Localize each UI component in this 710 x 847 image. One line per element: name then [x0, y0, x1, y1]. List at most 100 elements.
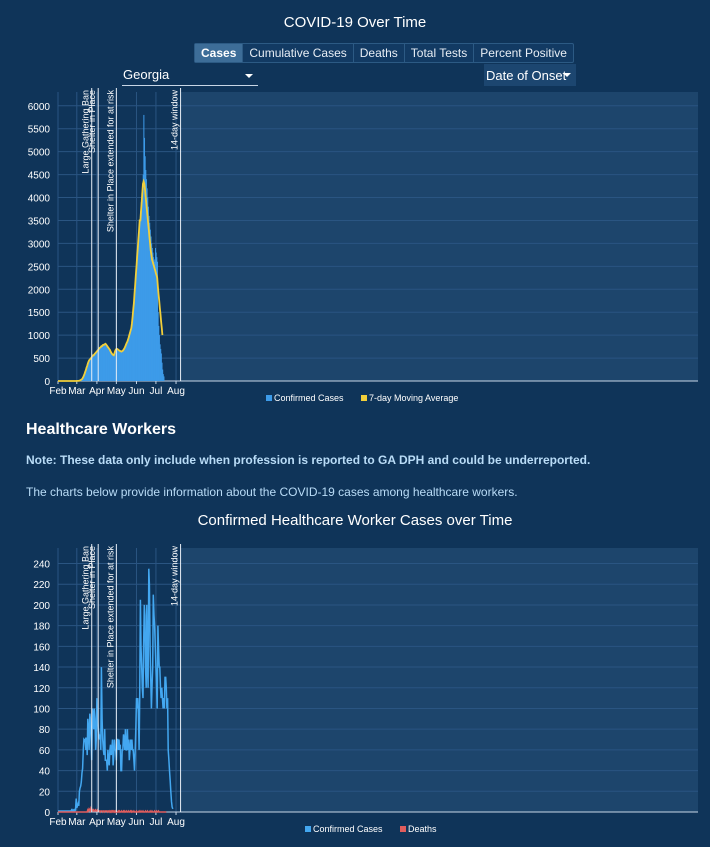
bar — [129, 332, 131, 381]
bar — [89, 359, 91, 381]
bar — [113, 355, 115, 381]
tab-deaths[interactable]: Deaths — [354, 44, 405, 62]
bar — [162, 369, 164, 381]
bar — [131, 323, 133, 381]
window-shade — [180, 92, 698, 381]
bar — [99, 347, 101, 381]
bar — [114, 353, 116, 381]
bar — [85, 369, 87, 381]
legend-swatch — [266, 395, 272, 401]
bar — [142, 174, 144, 381]
healthcare-note: Note: These data only include when profe… — [26, 453, 591, 467]
bar — [161, 362, 163, 381]
x-tick-label: Aug — [167, 817, 185, 828]
bar — [98, 348, 100, 381]
bar — [103, 344, 105, 381]
bar — [109, 348, 111, 381]
bar — [94, 353, 96, 381]
bar — [132, 316, 134, 381]
bar — [140, 211, 142, 381]
bar — [123, 349, 125, 381]
bar — [92, 356, 94, 381]
annotation-label: 14-day window — [170, 546, 180, 607]
tab-percent-positive[interactable]: Percent Positive — [480, 46, 567, 60]
bar — [154, 261, 156, 381]
bar — [157, 312, 159, 381]
bar — [127, 341, 129, 381]
bar — [156, 257, 158, 381]
date-basis-dropdown[interactable]: Date of Onset — [484, 64, 576, 86]
tab-total-tests[interactable]: Total Tests — [405, 44, 475, 62]
bar — [96, 351, 98, 381]
bar — [94, 354, 96, 381]
bar — [105, 344, 107, 381]
bar — [147, 197, 149, 381]
bar — [122, 350, 124, 381]
bar — [156, 261, 158, 381]
date-basis-dropdown-value: Date of Onset — [486, 68, 567, 83]
x-tick-label: Mar — [68, 817, 86, 828]
bar — [135, 275, 137, 381]
bar — [111, 353, 113, 381]
state-dropdown[interactable]: Georgia — [122, 65, 258, 86]
x-tick-label: Jul — [150, 817, 163, 828]
bar — [83, 376, 85, 381]
y-tick-label: 200 — [33, 601, 50, 612]
tab-cases[interactable]: Cases — [195, 44, 244, 62]
bar — [120, 351, 122, 381]
y-tick-label: 5000 — [28, 148, 51, 159]
bar — [112, 354, 114, 381]
y-tick-label: 3000 — [28, 239, 51, 250]
bar — [123, 348, 125, 381]
bar — [104, 344, 106, 381]
y-tick-label: 80 — [39, 725, 51, 736]
bar — [139, 220, 141, 381]
legend-label: Deaths — [408, 824, 437, 834]
y-tick-label: 100 — [33, 704, 50, 715]
bar — [141, 192, 143, 381]
series-line-deaths — [58, 805, 167, 814]
annotation-label: Shelter in Place extended for at risk — [105, 546, 115, 689]
y-tick-label: 160 — [33, 642, 50, 653]
y-tick-label: 500 — [33, 354, 50, 365]
y-tick-label: 1500 — [28, 308, 51, 319]
x-tick-label: Apr — [89, 817, 105, 828]
y-tick-label: 0 — [44, 377, 50, 388]
bar — [105, 343, 107, 381]
tab-cumulative-cases[interactable]: Cumulative Cases — [243, 44, 354, 62]
bar — [106, 345, 108, 381]
bar — [124, 347, 126, 381]
chevron-down-icon — [245, 74, 253, 78]
bar — [116, 348, 118, 381]
bar — [146, 188, 148, 381]
bar — [86, 365, 88, 381]
y-tick-label: 60 — [39, 746, 51, 757]
bar — [108, 347, 110, 381]
bar — [128, 337, 130, 381]
bar — [107, 347, 109, 381]
bar — [150, 236, 152, 381]
bar — [162, 374, 164, 381]
bar — [145, 179, 147, 381]
x-tick-label: Mar — [68, 386, 86, 397]
y-tick-label: 5500 — [28, 125, 51, 136]
bar — [160, 353, 162, 381]
bar — [159, 344, 161, 381]
bar — [151, 247, 153, 381]
bar — [155, 252, 157, 381]
legend-label: 7-day Moving Average — [369, 393, 458, 403]
bar — [107, 346, 109, 381]
annotation-label: 14-day window — [170, 90, 180, 151]
healthcare-description: The charts below provide information abo… — [26, 485, 518, 499]
bar — [152, 252, 154, 381]
bar — [144, 156, 146, 381]
bar — [121, 351, 123, 381]
bar — [149, 222, 151, 381]
bar — [103, 344, 105, 381]
x-tick-label: May — [107, 817, 126, 828]
bar — [99, 347, 101, 381]
x-tick-label: Jul — [150, 386, 163, 397]
bar — [151, 243, 153, 381]
bar — [117, 349, 119, 381]
